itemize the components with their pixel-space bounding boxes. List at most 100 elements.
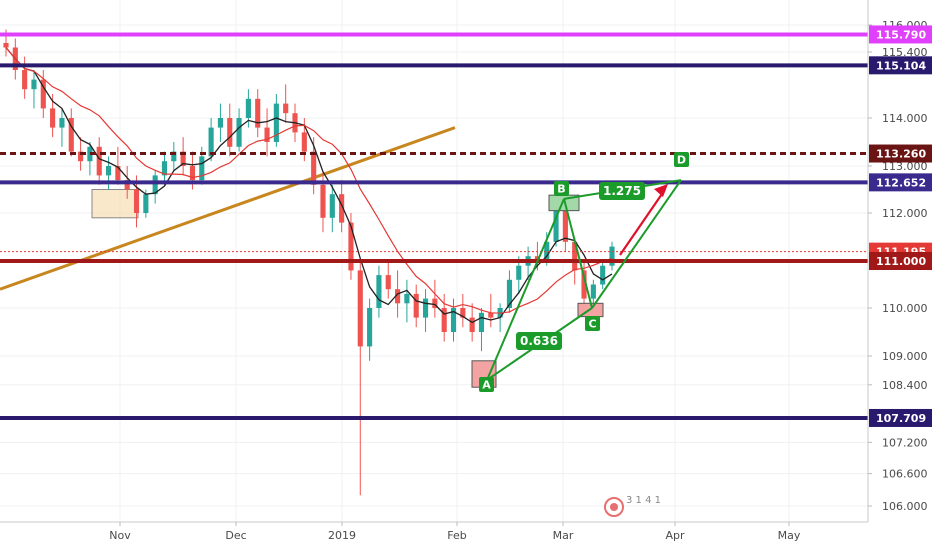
point-d-badge xyxy=(674,152,689,167)
y-tick-label: 112.000 xyxy=(882,207,928,220)
candle-body xyxy=(422,298,429,318)
watermark: 3 1 4 1 xyxy=(604,495,661,517)
candle-body xyxy=(189,166,196,181)
candle-body xyxy=(553,208,559,242)
watermark-icon-dot xyxy=(610,503,618,511)
candle-body xyxy=(161,161,168,176)
candle-body xyxy=(199,156,205,181)
price-tag-label: 115.104 xyxy=(876,59,926,72)
candle-body xyxy=(255,98,261,128)
moving-averages xyxy=(5,47,613,324)
watermark-text: 3 1 4 1 xyxy=(626,495,661,506)
x-tick-label: Feb xyxy=(447,529,466,542)
candle-body xyxy=(115,166,121,181)
leg-cd xyxy=(591,179,682,309)
candle-body xyxy=(208,127,214,157)
candle-body xyxy=(460,308,466,318)
candle-body xyxy=(506,279,513,308)
ratio-ac-badge xyxy=(516,332,562,350)
point-c-label: C xyxy=(588,318,596,331)
candle-body xyxy=(68,118,74,152)
candle-body xyxy=(516,265,522,280)
point-a-label: A xyxy=(482,379,491,392)
y-tick-label: 114.000 xyxy=(882,112,928,125)
candle-body xyxy=(245,98,251,118)
projection-arrowhead xyxy=(654,184,668,197)
y-tick-label: 115.400 xyxy=(882,46,928,59)
candle-body xyxy=(432,298,438,308)
price-tag-label: 112.652 xyxy=(876,176,926,189)
candle-body xyxy=(339,194,345,223)
candle-body xyxy=(544,241,550,261)
y-tick-label: 110.000 xyxy=(882,302,928,315)
ratio-ac-label: 0.636 xyxy=(520,334,558,348)
candle-body xyxy=(59,118,65,128)
candle-body xyxy=(50,108,56,128)
candle-body xyxy=(3,43,9,48)
y-axis: 116.000115.400114.000113.000112.000111.0… xyxy=(867,0,932,522)
horizontal-levels xyxy=(0,32,868,420)
candle-body xyxy=(105,166,112,176)
price-tag xyxy=(869,56,932,75)
candle-body xyxy=(367,308,373,347)
price-tag xyxy=(869,408,932,427)
price-tag-label: 113.260 xyxy=(876,148,926,161)
candle-body xyxy=(609,246,615,266)
candle-body xyxy=(562,208,568,242)
x-tick-label: Dec xyxy=(225,529,246,542)
price-tag xyxy=(869,252,932,270)
y-tick-label: 113.000 xyxy=(882,160,928,173)
leg-ab xyxy=(486,198,565,381)
candle-body xyxy=(40,79,46,109)
x-tick-label: 2019 xyxy=(328,529,356,542)
price-tag-label: 115.790 xyxy=(876,28,926,41)
point-b-label: B xyxy=(557,183,565,196)
y-tick-label: 107.200 xyxy=(882,436,928,449)
candle-body xyxy=(236,118,242,147)
y-tick-label: 109.000 xyxy=(882,350,928,363)
candle-body xyxy=(357,270,363,347)
leg-bc xyxy=(563,198,593,309)
point-c-badge xyxy=(585,316,600,331)
candle-body xyxy=(22,70,28,90)
candle-body xyxy=(478,312,485,332)
price-tag xyxy=(869,144,932,163)
trendline xyxy=(0,126,456,291)
candle-body xyxy=(87,146,93,162)
candle-body xyxy=(534,256,540,261)
trendline xyxy=(0,126,456,291)
x-tick-label: Apr xyxy=(665,529,685,542)
point-b-badge xyxy=(554,181,569,196)
x-tick-label: Nov xyxy=(109,529,131,542)
y-tick-label: 108.400 xyxy=(882,379,928,392)
candle-body xyxy=(376,275,382,308)
candle-body xyxy=(301,132,307,152)
candle-body xyxy=(320,184,326,218)
price-tag-label: 107.709 xyxy=(876,412,926,425)
abcd-pattern: 0.636 1.275 A B C D xyxy=(471,152,689,392)
candle-body xyxy=(133,189,140,213)
projection-arrow xyxy=(619,188,666,256)
candle-body xyxy=(31,79,37,90)
candle-body xyxy=(385,275,391,290)
ratio-bd-badge xyxy=(599,182,645,200)
candle-body xyxy=(395,289,401,304)
candle-body xyxy=(78,151,84,162)
x-tick-label: Mar xyxy=(553,529,574,542)
candle-body xyxy=(152,175,158,195)
point-a-badge xyxy=(479,377,494,392)
candle-body xyxy=(180,151,186,166)
candle-body xyxy=(469,317,475,332)
candle-body xyxy=(600,265,606,285)
candle-body xyxy=(450,308,457,332)
ratio-bd-label: 1.275 xyxy=(603,184,641,198)
candle-body xyxy=(217,118,223,128)
candle-body xyxy=(348,222,354,271)
candle-body xyxy=(264,127,270,142)
candle-body xyxy=(283,103,289,114)
x-axis: Nov Dec 2019 Feb Mar Apr May xyxy=(0,521,868,542)
candle-body xyxy=(143,194,149,213)
y-tick-label: 106.600 xyxy=(882,468,928,481)
ma-fast-line xyxy=(5,47,613,324)
